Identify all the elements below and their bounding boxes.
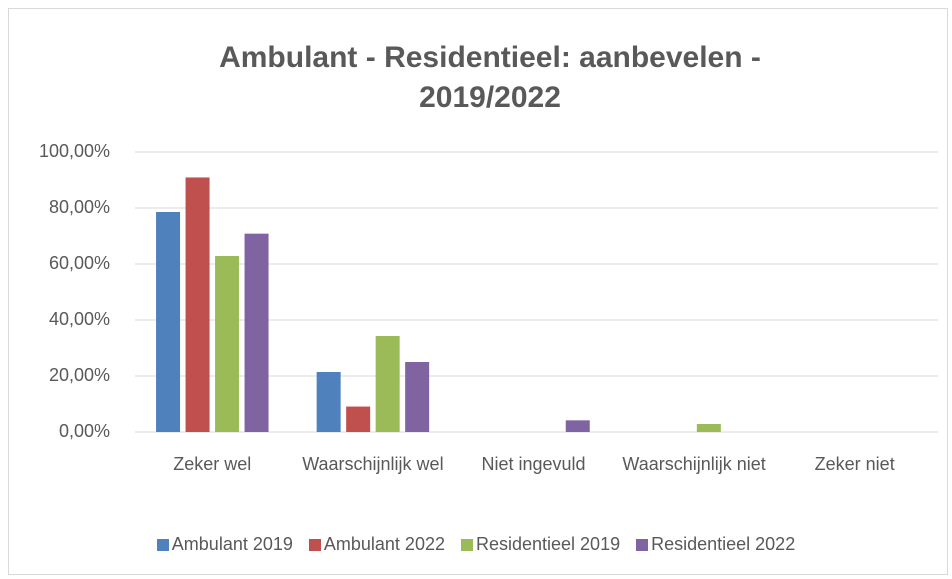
legend: Ambulant 2019 Ambulant 2022 Residentieel 2… [0,534,952,555]
y-tick-label: 0,00% [59,421,110,441]
bar [244,233,269,432]
bar [156,212,181,432]
x-tick-label: Zeker wel [173,454,252,474]
bar [696,423,721,432]
x-tick-label: Niet ingevuld [481,454,586,474]
legend-item: Residentieel 2019 [460,534,621,555]
y-tick-label: 40,00% [49,309,110,329]
y-tick-label: 20,00% [49,365,110,385]
legend-swatch [156,538,169,551]
bar [405,362,430,432]
legend-swatch [636,538,649,551]
legend-item: Residentieel 2022 [636,534,795,555]
chart-border [8,8,948,575]
y-tick-label: 80,00% [49,197,110,217]
x-tick-label: Waarschijnlijk wel [302,454,444,474]
x-tick-label: Waarschijnlijk niet [622,454,766,474]
legend-label: Ambulant 2019 [171,534,293,554]
chart-title: Ambulant - Residentieel: aanbevelen - 20… [219,41,761,114]
y-tick-label: 100,00% [39,141,110,161]
bar [185,177,210,432]
bar [565,420,590,432]
bar [215,255,240,432]
bar [316,371,341,432]
legend-item: Ambulant 2022 [308,534,445,555]
bar [346,406,371,432]
x-tick-label: Zeker niet [814,454,895,474]
legend-swatch [460,538,473,551]
bar [375,335,400,432]
legend-label: Residentieel 2022 [651,534,796,554]
y-tick-label: 60,00% [49,253,110,273]
legend-swatch [308,538,321,551]
legend-item: Ambulant 2019 [156,534,293,555]
legend-label: Residentieel 2019 [475,534,621,554]
legend-label: Ambulant 2022 [323,534,445,554]
